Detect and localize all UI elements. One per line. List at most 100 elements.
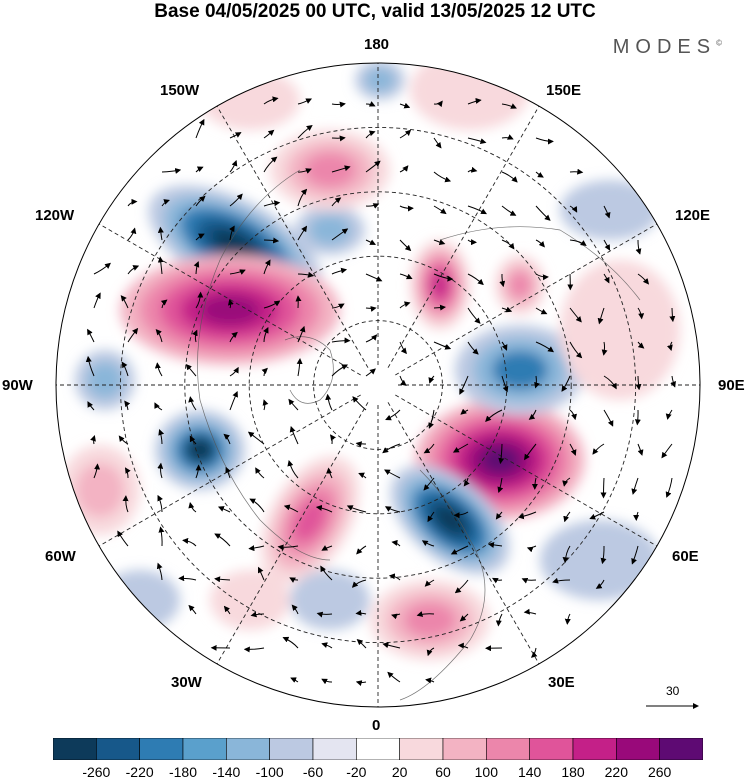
wind-vector [288, 398, 299, 411]
wind-vector [331, 267, 348, 275]
wind-vector [297, 325, 306, 343]
wind-vector [227, 299, 234, 309]
colorbar-swatch [659, 738, 703, 760]
wind-vector [229, 132, 242, 139]
wind-vector [600, 477, 607, 499]
label-lon-180: 180 [364, 36, 390, 53]
wind-vector [391, 539, 401, 547]
wind-vector [488, 542, 503, 548]
label-lon-30e: 30E [548, 674, 575, 691]
wind-vector [589, 511, 605, 520]
wind-vector [501, 306, 513, 313]
map-boundary [55, 62, 701, 708]
wind-vector [501, 239, 515, 250]
anomaly-contour [100, 570, 180, 630]
wind-vector [637, 341, 645, 349]
reference-arrow-icon [646, 703, 699, 709]
wind-vector [467, 137, 487, 145]
wind-vector [195, 118, 205, 139]
wind-vector [365, 273, 383, 282]
wind-vector [433, 205, 447, 215]
meridian-line [395, 394, 658, 547]
wind-vector [358, 472, 367, 479]
wind-vector [331, 364, 348, 377]
wind-vector [121, 361, 129, 377]
wind-vector [485, 409, 503, 423]
wind-vector [355, 609, 367, 616]
wind-vector [569, 307, 582, 323]
wind-vector [467, 205, 487, 215]
wind-vector [635, 375, 642, 391]
wind-vector [535, 341, 555, 353]
anomaly-contour [365, 68, 395, 92]
wind-vector [315, 504, 333, 513]
colorbar-swatch [182, 738, 227, 760]
wind-vector [127, 198, 138, 207]
wind-vector [331, 303, 345, 310]
wind-vector [290, 677, 299, 683]
wind-vector [387, 671, 401, 683]
wind-vector [154, 402, 163, 411]
colorbar-swatch [356, 738, 400, 760]
wind-vector [499, 273, 506, 288]
wind-vector [263, 237, 280, 244]
coastlines [197, 169, 641, 701]
wind-vector [188, 604, 197, 615]
label-lon-150e: 150E [546, 82, 582, 99]
latitude-circle [184, 191, 572, 579]
wind-vector [297, 98, 312, 105]
colorbar [53, 738, 703, 760]
wind-vector [296, 358, 303, 377]
wind-vector [467, 97, 482, 105]
anomaly-contour [431, 272, 449, 298]
wind-vector [428, 375, 435, 384]
wind-vector [498, 443, 505, 465]
meridian-line [387, 105, 540, 368]
wind-vector [192, 329, 198, 343]
wind-vector [255, 467, 265, 479]
wind-vector [118, 435, 129, 445]
wind-vectors [85, 96, 676, 687]
wind-vector [423, 443, 435, 454]
anomaly-contour [200, 70, 300, 130]
wind-vector [291, 604, 299, 615]
colorbar-tick-label: -60 [302, 764, 324, 780]
colorbar-tick-label: 60 [435, 764, 451, 780]
wind-vector [399, 165, 409, 173]
wind-vector [263, 300, 281, 309]
wind-vector [495, 511, 503, 520]
anomaly-contour [211, 228, 259, 262]
wind-vector [495, 613, 503, 627]
wind-vector [356, 545, 367, 555]
wind-vector [569, 443, 577, 456]
wind-vector [665, 477, 673, 498]
wind-vector [603, 239, 611, 251]
reference-vector-label: 30 [666, 684, 680, 698]
wind-vector [365, 239, 376, 245]
colorbar-swatch [486, 738, 530, 760]
wind-vector [635, 239, 642, 255]
wind-vector [365, 368, 376, 377]
colorbar-swatch [139, 738, 184, 760]
wind-vector [127, 227, 137, 241]
wind-vector [524, 443, 537, 461]
anomaly-contour [560, 180, 660, 240]
colorbar-tick-label: -220 [125, 764, 154, 780]
wind-vector [331, 228, 349, 241]
wind-vector [195, 464, 202, 479]
wind-vector [399, 239, 412, 252]
wind-vector [262, 399, 269, 411]
anomaly-contour [433, 505, 467, 535]
wind-vector [603, 273, 610, 284]
wind-vector [457, 642, 469, 649]
colorbar-swatch [96, 738, 140, 760]
wind-vector [289, 425, 299, 445]
wind-vector [535, 307, 548, 315]
wind-vector [223, 605, 231, 615]
wind-vector [261, 367, 268, 377]
anomaly-contour [185, 436, 215, 464]
wind-vector [467, 239, 477, 246]
wind-vector [492, 577, 503, 584]
wind-vector [535, 171, 544, 178]
wind-vector [433, 137, 442, 149]
